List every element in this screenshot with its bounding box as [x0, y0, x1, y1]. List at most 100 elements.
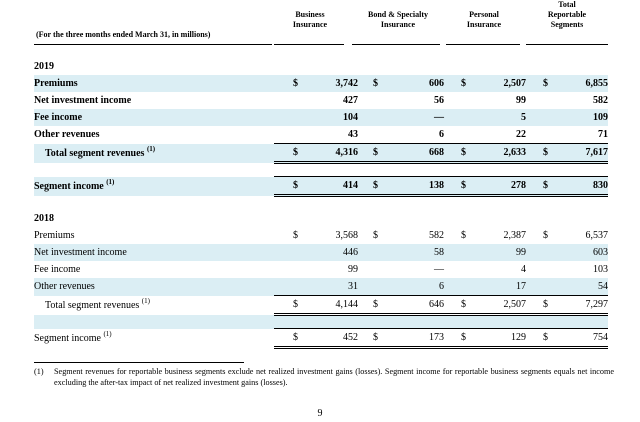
- currency-sign: $: [444, 176, 466, 197]
- cell-value: 603: [548, 244, 609, 261]
- currency-sign: $: [274, 75, 298, 92]
- cell-value: 103: [593, 264, 609, 275]
- currency-sign: $: [373, 230, 378, 241]
- row-label: Other revenues: [34, 129, 100, 141]
- cell-value: —: [378, 109, 444, 126]
- row-label: Premiums: [34, 230, 75, 241]
- column-header-bond-specialty-insurance: Bond & Specialty Insurance: [357, 10, 439, 30]
- row-label: Premiums: [34, 75, 274, 92]
- currency-sign: $: [358, 328, 378, 349]
- footnote-ref: (1): [141, 296, 150, 305]
- footnote-ref: (1): [106, 177, 115, 186]
- currency-sign: $: [444, 75, 466, 92]
- row-label: Net investment income: [34, 95, 132, 106]
- cell-value: 43: [348, 129, 358, 140]
- currency-sign: $: [526, 295, 548, 316]
- cell-value: 278: [466, 176, 526, 197]
- currency-sign: $: [358, 75, 378, 92]
- cell-value: 104: [298, 109, 358, 126]
- cell-value: 6: [439, 129, 444, 140]
- currency-sign: $: [526, 328, 548, 349]
- row-label: Fee income: [34, 264, 81, 275]
- cell-value: 129: [466, 328, 526, 349]
- column-header-line: Total: [558, 0, 576, 9]
- cell-value: 6: [378, 278, 444, 296]
- year-label: 2018: [34, 213, 54, 224]
- cell-value: 452: [298, 328, 358, 349]
- currency-sign: $: [274, 295, 298, 316]
- cell-value: 830: [548, 176, 609, 197]
- segment-income-label: Segment income: [34, 332, 101, 344]
- table-row: Net investment income 427 56 99 582: [34, 92, 608, 109]
- currency-sign: $: [444, 328, 466, 349]
- cell-value: 99: [466, 244, 526, 261]
- cell-value: 7,297: [548, 295, 609, 316]
- cell-value: 427: [343, 95, 358, 106]
- currency-sign: $: [274, 328, 298, 349]
- total-label: Total segment revenues: [45, 299, 140, 311]
- cell-value: 4,316: [298, 143, 358, 164]
- row-label: Segment income (1): [34, 176, 274, 196]
- year-label: 2019: [34, 61, 54, 72]
- column-header-total-reportable-segments: Total Reportable Segments: [530, 0, 604, 30]
- cell-value: 2,633: [466, 143, 526, 164]
- header-rule: [352, 44, 440, 45]
- page-number: 9: [317, 408, 323, 419]
- currency-sign: $: [526, 143, 548, 164]
- cell-value: 3,568: [335, 230, 359, 241]
- footnote-ref: (1): [146, 144, 156, 153]
- table-row: Fee income 104 — 5 109: [34, 109, 609, 126]
- currency-sign: $: [274, 143, 298, 164]
- total-row: Total segment revenues (1) $ 4,144 $ 646…: [34, 295, 609, 316]
- currency-sign: $: [461, 230, 466, 241]
- spacer-row: [34, 163, 608, 177]
- currency-sign: $: [444, 143, 466, 164]
- segment-income-label: Segment income: [34, 180, 104, 192]
- footnote-text: Segment revenues for reportable business…: [54, 367, 614, 387]
- column-header-line: Insurance: [466, 20, 502, 29]
- cell-value: 54: [548, 278, 609, 296]
- row-label: Other revenues: [34, 278, 274, 296]
- currency-sign: $: [526, 75, 548, 92]
- cell-value: 582: [429, 230, 444, 241]
- column-header-business-insurance: Business Insurance: [282, 10, 338, 30]
- cell-value: 22: [516, 129, 526, 140]
- row-label: Net investment income: [34, 244, 274, 261]
- column-header-line: Insurance: [380, 20, 416, 29]
- column-header-line: Personal: [469, 10, 499, 19]
- total-row: Total segment revenues (1) $ 4,316 $ 668…: [34, 143, 609, 164]
- header-rule: [446, 44, 520, 45]
- column-header-line: Reportable: [547, 10, 587, 19]
- footnote-marker: (1): [34, 367, 44, 376]
- spacer-row: [34, 314, 609, 329]
- cell-value: 646: [378, 295, 444, 316]
- cell-value: 2,507: [466, 75, 526, 92]
- currency-sign: $: [358, 143, 378, 164]
- cell-value: —: [434, 264, 444, 275]
- cell-value: 754: [548, 328, 609, 349]
- footnote-ref: (1): [103, 329, 112, 338]
- cell-value: 71: [598, 129, 609, 140]
- footnote-rule: [34, 362, 244, 363]
- currency-sign: $: [358, 295, 378, 316]
- column-header-personal-insurance: Personal Insurance: [455, 10, 513, 30]
- column-header-line: Bond & Specialty: [367, 10, 428, 19]
- cell-value: 56: [434, 95, 444, 106]
- cell-value: 446: [298, 244, 358, 261]
- table-2018: 2018 Premiums $ 3,568 $ 582 $ 2,387 $ 6,…: [34, 210, 609, 349]
- header-rule: [274, 44, 344, 45]
- table-header: (For the three months ended March 31, in…: [0, 0, 640, 46]
- cell-value: 3,742: [298, 75, 358, 92]
- table-row: Premiums $ 3,742 $ 606 $ 2,507 $ 6,855: [34, 75, 609, 92]
- table-row: Other revenues 43 6 22 71: [34, 126, 608, 144]
- segment-income-row: Segment income (1) $ 414 $ 138 $ 278 $ 8…: [34, 176, 609, 197]
- footnote: (1) Segment revenues for reportable busi…: [34, 366, 614, 388]
- column-header-line: Business: [295, 10, 325, 19]
- year-row: 2019: [34, 58, 608, 75]
- segment-income-row: Segment income (1) $ 452 $ 173 $ 129 $ 7…: [34, 328, 609, 349]
- cell-value: 109: [548, 109, 609, 126]
- header-rule: [526, 44, 608, 45]
- cell-value: 7,617: [548, 143, 609, 164]
- total-label: Total segment revenues: [45, 147, 145, 159]
- cell-value: 6,537: [585, 230, 609, 241]
